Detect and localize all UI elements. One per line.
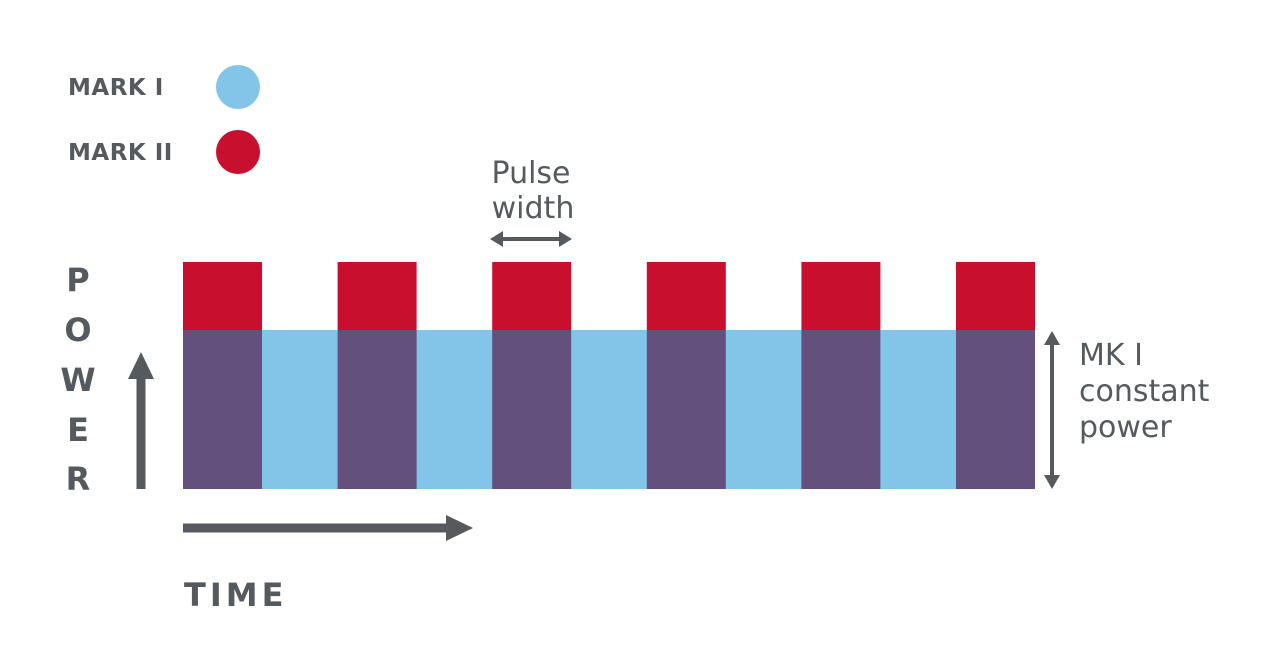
mark-i-constant-band <box>183 330 1035 489</box>
constant-power-label-line-1: MK I <box>1079 338 1143 373</box>
legend-item-mark-i: MARK I <box>68 65 260 109</box>
mark-ii-pulse-top <box>646 262 726 330</box>
mark-ii-pulse-top <box>801 262 881 330</box>
y-axis-title-letter: R <box>66 460 91 498</box>
legend-swatch-mark-i <box>216 65 260 109</box>
constant-power-label-line-2: constant <box>1079 374 1210 409</box>
mark-ii-pulse-overlap <box>492 330 572 489</box>
y-axis-title-letter: O <box>64 311 91 349</box>
mark-ii-pulse-top <box>183 262 262 330</box>
pulse-blocks <box>183 262 1035 489</box>
legend-label-mark-ii: MARK II <box>68 140 173 166</box>
pulse-width-annotation: Pulse width <box>490 156 574 247</box>
mark-ii-pulse-overlap <box>956 330 1035 489</box>
y-axis-title-letter: W <box>60 361 95 399</box>
constant-power-annotation: MK I constant power <box>1044 331 1210 489</box>
y-axis-title-letter: P <box>66 261 89 299</box>
mark-ii-pulse-top <box>956 262 1035 330</box>
y-axis-title-letter: E <box>67 411 89 449</box>
arrow-up-icon <box>128 352 154 489</box>
legend-label-mark-i: MARK I <box>68 75 164 101</box>
x-axis-title: TIME <box>184 576 287 614</box>
y-axis: P O W E R <box>60 261 154 498</box>
legend-swatch-mark-ii <box>216 130 260 174</box>
constant-power-label-line-3: power <box>1079 410 1172 445</box>
legend-item-mark-ii: MARK II <box>68 130 260 174</box>
mark-ii-pulse-overlap <box>337 330 417 489</box>
mark-ii-pulse-top <box>492 262 572 330</box>
y-axis-title: P O W E R <box>60 261 95 498</box>
mark-ii-pulse-overlap <box>801 330 881 489</box>
mark-ii-pulse-top <box>337 262 417 330</box>
double-arrow-horizontal-icon <box>490 231 572 247</box>
mark-ii-pulse-overlap <box>183 330 262 489</box>
pulse-width-label-line-2: width <box>492 191 575 226</box>
arrow-right-icon <box>183 515 473 541</box>
x-axis: TIME <box>183 515 473 614</box>
legend: MARK I MARK II <box>68 65 260 174</box>
mark-ii-pulse-overlap <box>646 330 726 489</box>
pulse-width-label-line-1: Pulse <box>492 156 571 191</box>
double-arrow-vertical-icon <box>1044 331 1060 489</box>
